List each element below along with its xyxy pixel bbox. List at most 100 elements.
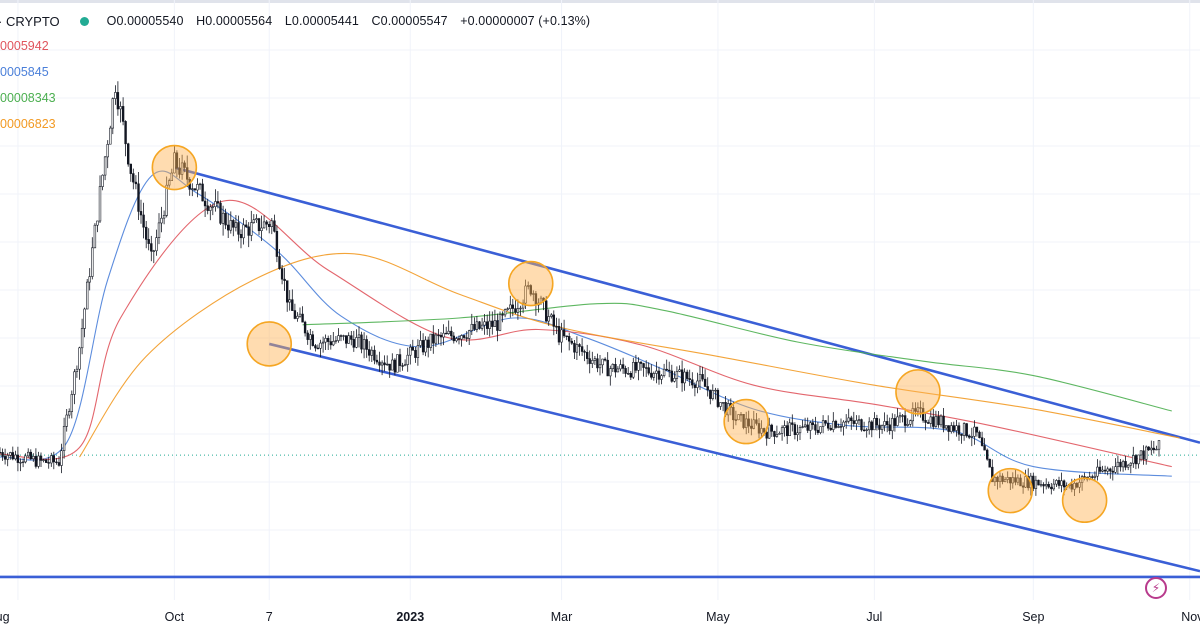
candle-body-98	[250, 222, 253, 236]
candle-body-2	[3, 456, 7, 460]
candle-body-231	[591, 360, 594, 364]
candle-body-439	[1124, 461, 1127, 468]
candle-body-71	[180, 162, 184, 175]
candle-body-348	[891, 418, 894, 432]
candle-body-50	[127, 143, 130, 165]
candle-body-378	[967, 435, 971, 438]
candle-body-442	[1132, 455, 1135, 464]
candle-body-142	[362, 339, 366, 350]
candle-body-311	[796, 432, 799, 435]
open-value: O0.00005540	[106, 14, 184, 28]
x-tick-label-8: Nov	[1181, 610, 1200, 624]
lightning-icon[interactable]: ⚡	[1145, 577, 1167, 599]
candle-body-101	[257, 218, 261, 232]
candle-body-389	[996, 476, 999, 482]
candle-body-359	[919, 407, 922, 409]
candle-body-93	[237, 222, 240, 235]
x-tick-label-1: Oct	[165, 610, 185, 624]
candle-body-276	[706, 386, 709, 391]
candle-body-30	[75, 368, 79, 373]
ma-value-label-3[interactable]: 00008343	[0, 91, 56, 105]
candle-body-102	[260, 227, 263, 232]
candle-body-204	[521, 302, 525, 309]
candle-body-335	[857, 419, 861, 421]
candle-body-22	[55, 461, 58, 463]
candle-body-302	[773, 431, 776, 437]
x-tick-label-4: Mar	[551, 610, 573, 624]
candle-body-228	[583, 351, 586, 353]
ma-fast-line	[0, 170, 1172, 477]
candle-body-68	[173, 152, 176, 174]
candle-body-137	[350, 335, 353, 340]
candle-body-89	[227, 224, 230, 231]
candle-body-54	[137, 183, 140, 212]
candle-body-307	[785, 425, 789, 437]
candle-body-277	[709, 389, 712, 399]
candle-body-139	[355, 337, 358, 348]
candle-body-126	[321, 341, 325, 344]
candle-body-318	[814, 424, 817, 431]
ma-value-label-4[interactable]: 00006823	[0, 117, 56, 131]
candle-body-155	[396, 354, 399, 373]
ma-value-label-1[interactable]: 0005942	[0, 39, 49, 53]
legend-header: · CRYPTO O0.00005540 H0.00005564 L0.0000…	[0, 11, 599, 31]
candle-body-405	[1037, 479, 1040, 486]
candle-body-215	[550, 314, 553, 317]
candle-body-350	[896, 416, 899, 426]
candle-body-108	[275, 231, 279, 257]
candle-body-414	[1060, 480, 1063, 486]
candle-body-354	[906, 423, 909, 426]
candle-body-345	[883, 421, 886, 426]
candle-body-61	[155, 237, 158, 252]
candle-body-264	[675, 371, 679, 379]
candle-body-418	[1070, 483, 1074, 490]
candle-body-232	[593, 358, 597, 361]
candle-body-290	[742, 413, 745, 428]
candle-body-294	[752, 419, 756, 429]
ma-value-label-2[interactable]: 0005845	[0, 65, 49, 79]
close-value: C0.00005547	[371, 14, 448, 28]
candle-body-297	[760, 428, 763, 434]
candle-body-90	[229, 220, 232, 231]
candle-body-88	[224, 212, 227, 226]
candle-body-420	[1075, 482, 1079, 488]
candle-body-265	[678, 369, 681, 372]
candle-body-51	[129, 163, 132, 174]
candle-body-85	[216, 201, 220, 204]
candle-body-324	[829, 427, 833, 430]
candle-body-160	[409, 346, 412, 356]
candle-body-146	[373, 349, 376, 361]
candle-body-5	[11, 452, 14, 460]
candle-body-103	[262, 221, 266, 229]
candle-body-43	[109, 127, 112, 145]
candle-body-408	[1045, 483, 1048, 487]
candle-body-32	[80, 328, 84, 349]
candle-body-60	[152, 250, 155, 252]
candle-body-65	[165, 184, 168, 216]
candle-body-35	[88, 276, 91, 283]
candle-body-328	[839, 426, 843, 428]
candle-body-325	[832, 420, 835, 430]
candle-body-432	[1106, 468, 1109, 472]
candle-body-124	[316, 347, 320, 350]
candle-body-62	[157, 222, 161, 238]
candle-body-428	[1096, 466, 1099, 477]
candle-body-382	[978, 431, 981, 439]
candle-body-202	[516, 308, 520, 313]
candle-body-336	[860, 419, 863, 431]
candle-body-180	[460, 335, 463, 340]
candle-body-198	[506, 308, 509, 310]
candle-body-268	[685, 371, 689, 379]
candle-body-252	[644, 367, 648, 369]
symbol-title[interactable]: · CRYPTO	[0, 13, 60, 29]
candle-body-343	[878, 424, 881, 430]
candle-body-154	[393, 359, 397, 373]
candle-body-251	[642, 363, 645, 368]
candle-body-97	[247, 226, 250, 236]
candle-body-28	[70, 394, 74, 412]
candle-body-224	[573, 342, 576, 353]
high-value: H0.00005564	[196, 14, 273, 28]
candle-body-446	[1142, 450, 1145, 460]
